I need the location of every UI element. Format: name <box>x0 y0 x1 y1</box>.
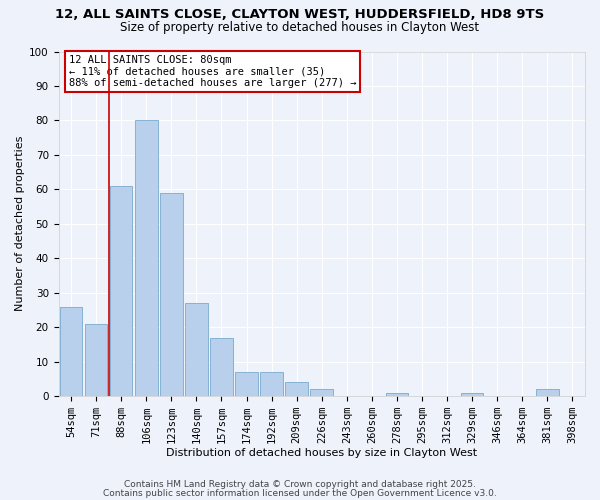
Bar <box>160 193 182 396</box>
Bar <box>135 120 158 396</box>
Bar <box>235 372 258 396</box>
Bar <box>461 392 484 396</box>
Bar <box>286 382 308 396</box>
Bar <box>310 389 333 396</box>
Text: Size of property relative to detached houses in Clayton West: Size of property relative to detached ho… <box>121 21 479 34</box>
Text: Contains HM Land Registry data © Crown copyright and database right 2025.: Contains HM Land Registry data © Crown c… <box>124 480 476 489</box>
Bar <box>85 324 107 396</box>
Y-axis label: Number of detached properties: Number of detached properties <box>15 136 25 312</box>
Bar <box>386 392 408 396</box>
X-axis label: Distribution of detached houses by size in Clayton West: Distribution of detached houses by size … <box>166 448 478 458</box>
Text: 12, ALL SAINTS CLOSE, CLAYTON WEST, HUDDERSFIELD, HD8 9TS: 12, ALL SAINTS CLOSE, CLAYTON WEST, HUDD… <box>55 8 545 20</box>
Text: 12 ALL SAINTS CLOSE: 80sqm
← 11% of detached houses are smaller (35)
88% of semi: 12 ALL SAINTS CLOSE: 80sqm ← 11% of deta… <box>69 55 356 88</box>
Bar <box>260 372 283 396</box>
Bar <box>110 186 133 396</box>
Bar <box>536 389 559 396</box>
Bar <box>60 306 82 396</box>
Bar <box>210 338 233 396</box>
Bar <box>185 303 208 396</box>
Text: Contains public sector information licensed under the Open Government Licence v3: Contains public sector information licen… <box>103 489 497 498</box>
